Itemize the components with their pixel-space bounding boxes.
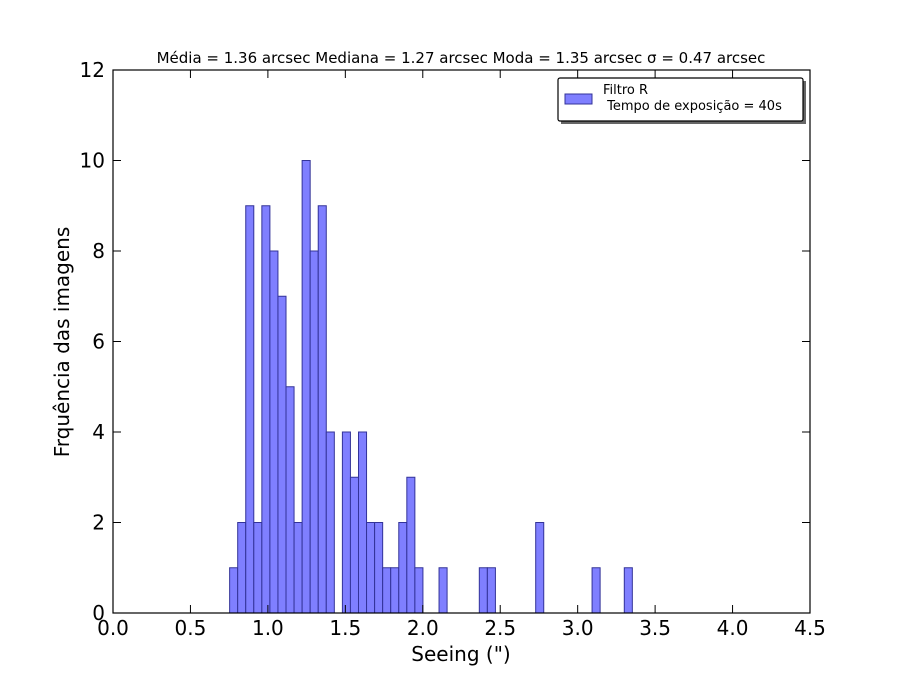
histogram-bar-12 bbox=[325, 431, 335, 614]
histogram-bar-21 bbox=[406, 476, 416, 614]
histogram-bar-8 bbox=[293, 522, 303, 614]
x-tick-label-6: 3.0 bbox=[562, 616, 594, 640]
histogram-bar-24 bbox=[478, 567, 488, 614]
histogram-bar-27 bbox=[591, 567, 601, 614]
histogram-bar-6 bbox=[277, 295, 287, 614]
histogram-bar-11 bbox=[317, 205, 327, 614]
y-tick-label-5: 10 bbox=[80, 149, 105, 173]
x-tick-label-4: 2.0 bbox=[407, 616, 439, 640]
axis-ticks bbox=[112, 69, 811, 614]
y-axis-label: Frquência das imagens bbox=[50, 227, 74, 458]
y-tick-label-3: 6 bbox=[92, 330, 105, 354]
histogram-bar-9 bbox=[301, 160, 311, 614]
histogram-bar-3 bbox=[253, 522, 263, 614]
legend-entry-line1: Filtro R bbox=[603, 83, 648, 98]
y-tick-label-2: 4 bbox=[92, 420, 105, 444]
plot-frame bbox=[112, 69, 811, 614]
x-axis-label: Seeing (") bbox=[411, 642, 510, 666]
histogram-bar-17 bbox=[374, 522, 384, 614]
y-tick-label-0: 0 bbox=[92, 601, 105, 625]
histogram-bar-2 bbox=[245, 205, 255, 614]
histogram-bar-26 bbox=[535, 522, 545, 614]
histogram-bar-5 bbox=[269, 250, 279, 614]
x-tick-label-7: 3.5 bbox=[639, 616, 671, 640]
axis-tick-labels: 0.0 0.5 1.0 1.5 2.0 2.5 3.0 3.5 4.0 4.5 0 2 4 6 8 10 12 bbox=[80, 58, 826, 640]
histogram-bar-10 bbox=[309, 250, 319, 614]
histogram-bar-16 bbox=[366, 522, 376, 614]
x-tick-label-9: 4.5 bbox=[794, 616, 826, 640]
histogram-bar-20 bbox=[398, 522, 408, 614]
x-tick-label-1: 0.5 bbox=[175, 616, 207, 640]
histogram-bar-7 bbox=[285, 386, 295, 614]
x-tick-label-0: 0.0 bbox=[97, 616, 129, 640]
x-tick-label-2: 1.0 bbox=[252, 616, 284, 640]
y-tick-label-4: 8 bbox=[92, 239, 105, 263]
legend-entry-line2: Tempo de exposição = 40s bbox=[603, 99, 782, 114]
histogram-bar-13 bbox=[341, 431, 351, 614]
y-tick-label-6: 12 bbox=[80, 58, 105, 82]
histogram-bar-25 bbox=[486, 567, 496, 614]
y-tick-label-1: 2 bbox=[92, 511, 105, 535]
x-tick-label-5: 2.5 bbox=[484, 616, 516, 640]
x-tick-label-8: 4.0 bbox=[717, 616, 749, 640]
chart-title: Média = 1.36 arcsec Mediana = 1.27 arcse… bbox=[157, 49, 766, 67]
histogram-bar-4 bbox=[261, 205, 271, 614]
histogram-bar-19 bbox=[390, 567, 400, 614]
histogram-bar-0 bbox=[229, 567, 239, 614]
legend-swatch bbox=[564, 93, 593, 105]
histogram-bar-15 bbox=[358, 431, 368, 614]
histogram-bar-22 bbox=[414, 567, 424, 614]
histogram-bar-1 bbox=[237, 522, 247, 614]
x-tick-label-3: 1.5 bbox=[329, 616, 361, 640]
histogram-bar-14 bbox=[349, 476, 359, 614]
histogram-bar-18 bbox=[382, 567, 392, 614]
histogram-bars bbox=[229, 160, 633, 614]
legend-box bbox=[557, 77, 804, 122]
histogram-bar-28 bbox=[623, 567, 633, 614]
legend: Filtro R Tempo de exposição = 40s bbox=[557, 77, 806, 124]
histogram-bar-23 bbox=[438, 567, 448, 614]
